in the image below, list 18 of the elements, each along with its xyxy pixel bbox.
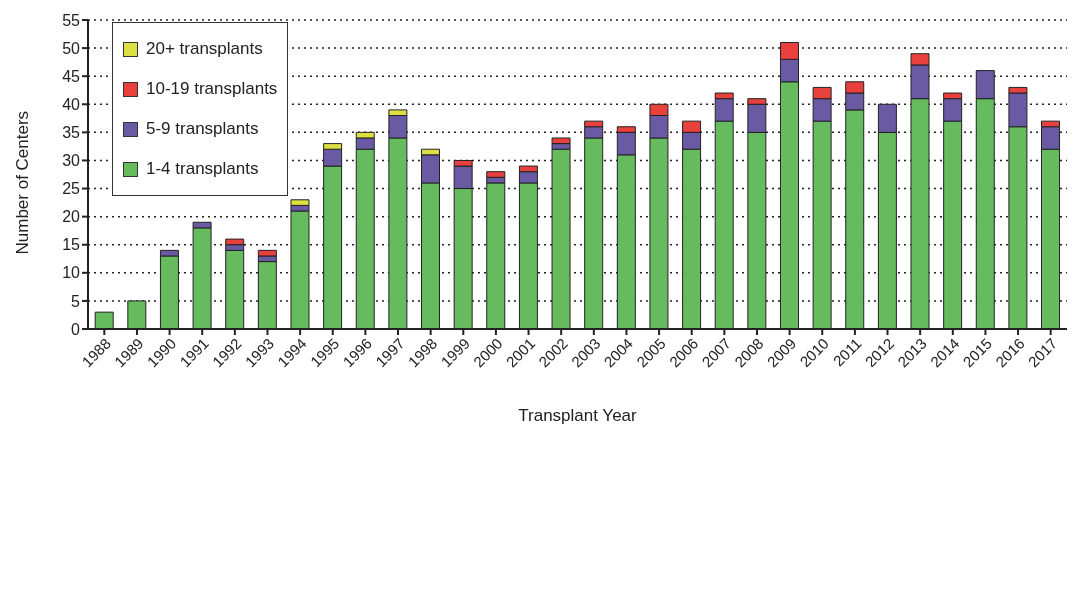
y-tick-label: 45 [62, 67, 81, 85]
y-tick-label: 5 [71, 292, 81, 310]
legend-label: 1-4 transplants [146, 159, 259, 179]
y-tick-label: 40 [62, 95, 81, 113]
y-tick-label: 10 [62, 264, 81, 282]
y-tick-label: 55 [62, 11, 81, 29]
y-tick-label: 0 [71, 320, 81, 338]
y-tick-label: 20 [62, 208, 81, 226]
y-axis-title: Number of Centers [13, 110, 33, 255]
legend-label: 20+ transplants [146, 39, 263, 59]
legend-label: 5-9 transplants [146, 119, 259, 139]
y-tick-label: 50 [62, 39, 81, 57]
y-tick-label: 30 [62, 152, 81, 170]
x-axis-title: Transplant Year [518, 406, 638, 425]
legend-label: 10-19 transplants [146, 79, 278, 99]
y-tick-label: 25 [62, 180, 81, 198]
y-tick-label: 15 [62, 236, 81, 254]
y-tick-label: 35 [62, 124, 81, 142]
